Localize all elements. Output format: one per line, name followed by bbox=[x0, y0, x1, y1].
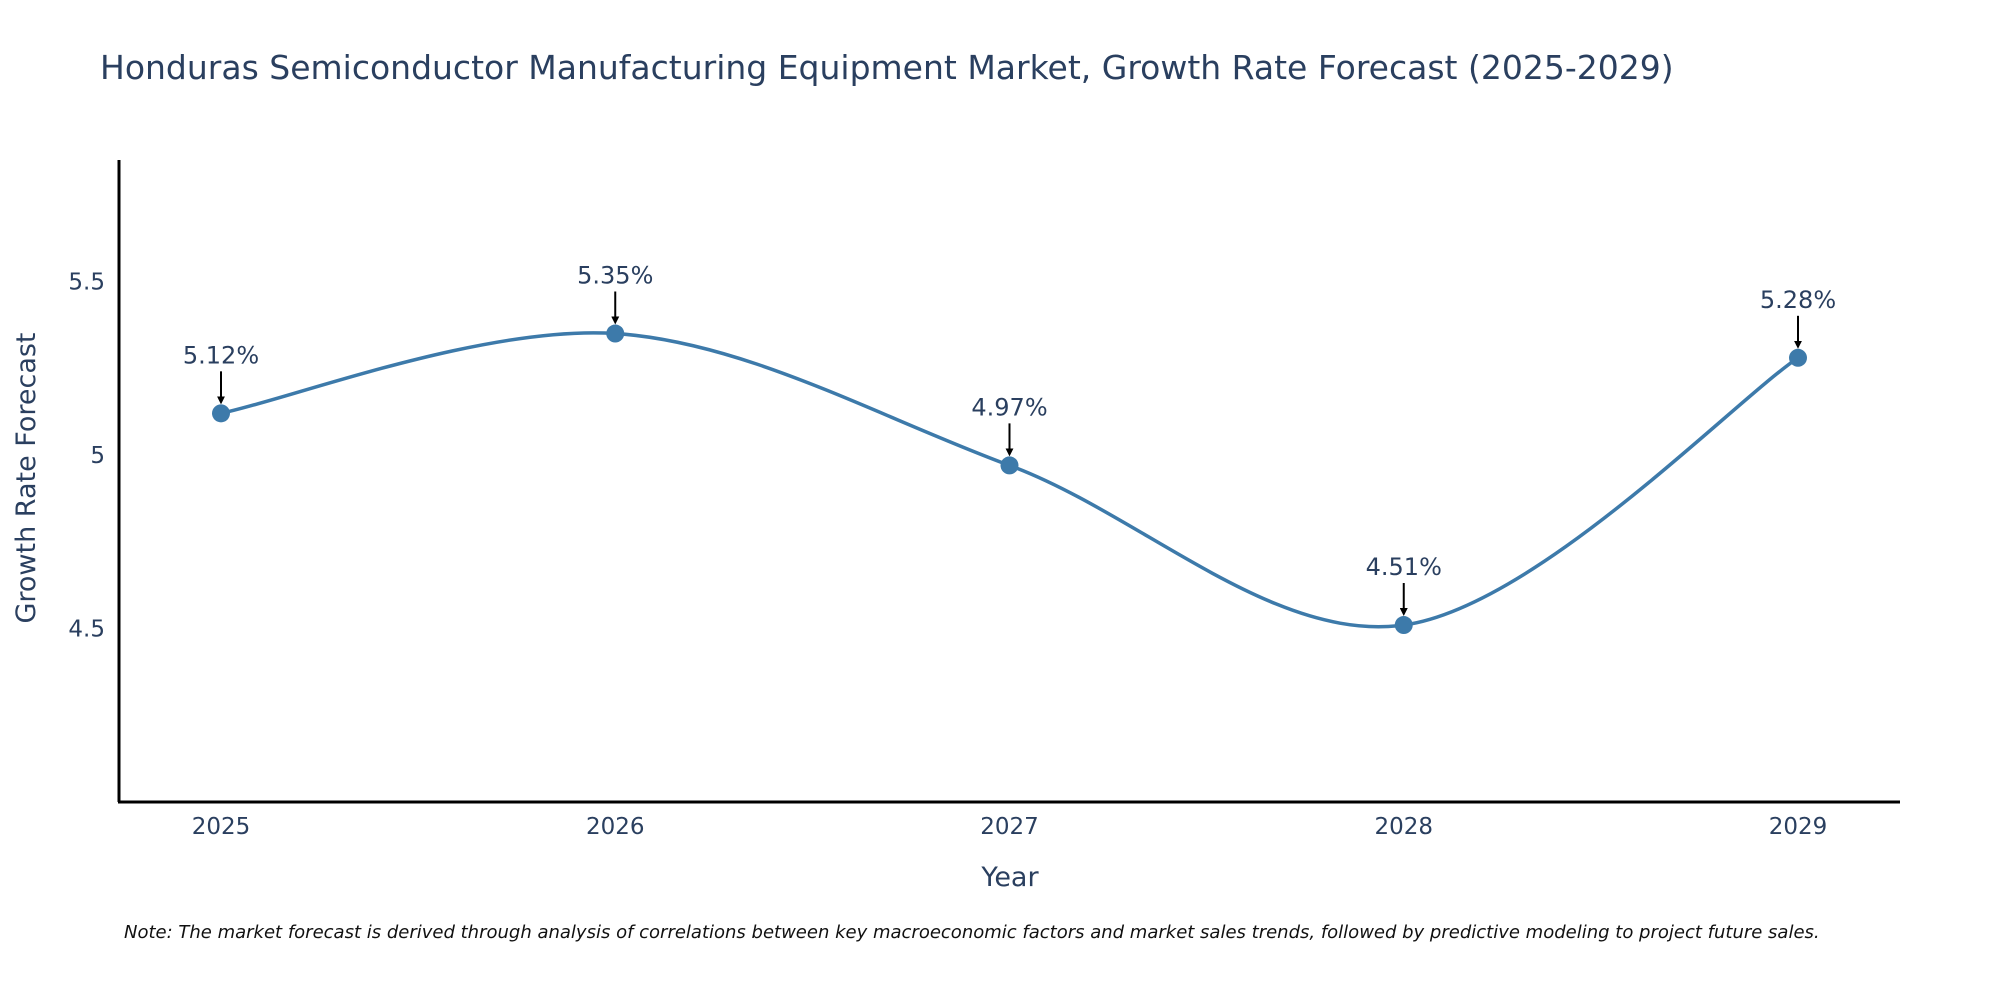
y-tick-label: 4.5 bbox=[68, 616, 105, 642]
data-label-2027: 4.97% bbox=[971, 393, 1047, 421]
chart-title: Honduras Semiconductor Manufacturing Equ… bbox=[100, 48, 1674, 87]
data-point-2026 bbox=[606, 324, 625, 343]
y-tick-labels: 4.5 5 5.5 bbox=[68, 269, 105, 642]
y-tick-label: 5.5 bbox=[68, 269, 105, 295]
data-label-2025: 5.12% bbox=[183, 341, 259, 369]
x-tick-label: 2025 bbox=[192, 814, 251, 840]
data-point-2028 bbox=[1394, 616, 1413, 635]
x-axis-title: Year bbox=[980, 862, 1039, 893]
data-label-2028: 4.51% bbox=[1366, 553, 1442, 581]
x-tick-labels: 2025 2026 2027 2028 2029 bbox=[192, 814, 1828, 840]
series-line bbox=[220, 331, 1799, 629]
data-point-2027 bbox=[1000, 456, 1019, 475]
data-point-2025 bbox=[212, 404, 230, 423]
plot-area: 5.12% 5.35% 4.97% 4.51% 5.28% bbox=[183, 262, 1836, 635]
x-tick-label: 2026 bbox=[586, 814, 645, 840]
x-tick-label: 2029 bbox=[1769, 814, 1828, 840]
data-label-2029: 5.28% bbox=[1760, 286, 1836, 314]
y-axis-title: Growth Rate Forecast bbox=[11, 332, 42, 623]
data-point-2029 bbox=[1789, 348, 1807, 367]
y-tick-label: 5 bbox=[90, 443, 105, 469]
x-tick-label: 2027 bbox=[980, 814, 1039, 840]
x-tick-label: 2028 bbox=[1374, 814, 1433, 840]
data-label-2026: 5.35% bbox=[577, 262, 653, 290]
footnote: Note: The market forecast is derived thr… bbox=[124, 922, 1820, 943]
